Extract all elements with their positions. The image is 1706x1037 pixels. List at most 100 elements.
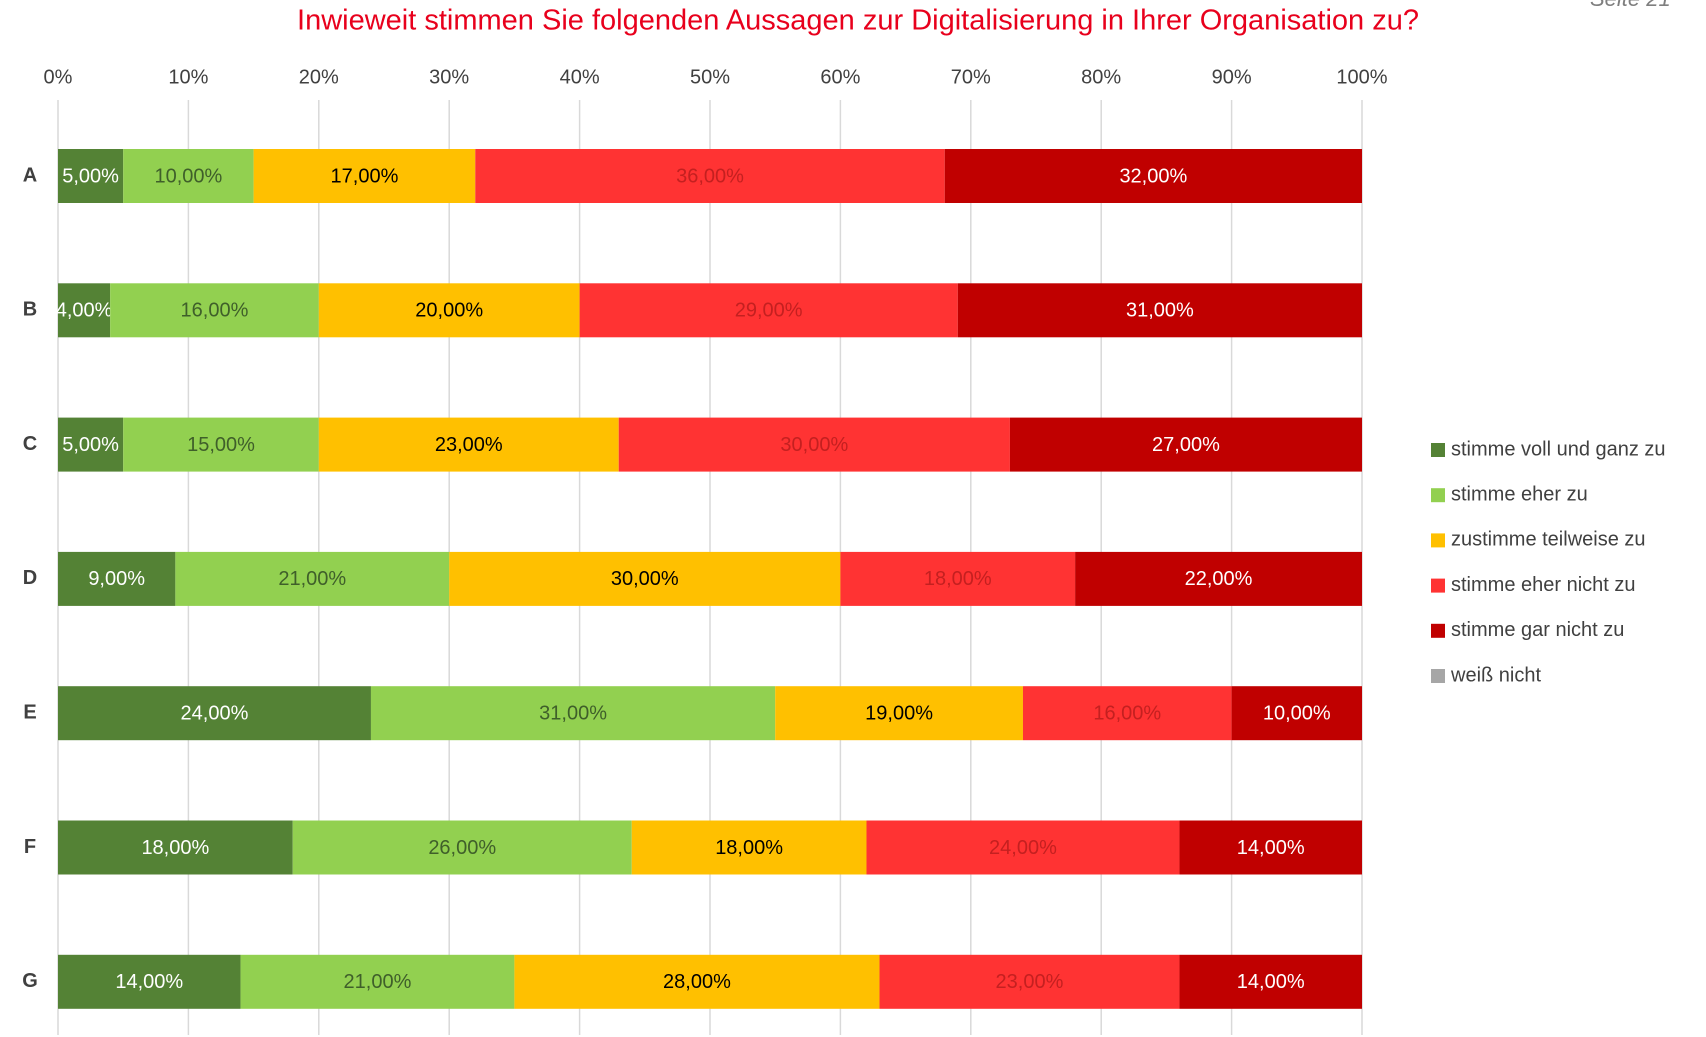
legend-swatch: [1431, 533, 1445, 548]
bar-segment: [58, 820, 293, 875]
bar-segment: [175, 551, 450, 606]
bar-segment: [879, 954, 1180, 1009]
value-label: 16,00%: [181, 300, 249, 322]
y-tick-label: D: [23, 567, 37, 589]
bar-segment: [579, 283, 958, 338]
value-label: 31,00%: [539, 702, 607, 724]
bar-segment: [957, 283, 1362, 338]
value-label: 5,00%: [62, 434, 119, 456]
legend-label: zustimme teilweise zu: [1451, 529, 1646, 551]
y-tick-label: F: [24, 836, 36, 858]
value-label: 10,00%: [154, 165, 222, 187]
bar-segment: [123, 417, 319, 472]
y-tick-label: E: [23, 701, 36, 723]
value-label: 26,00%: [428, 837, 496, 859]
bar-segment: [1179, 954, 1362, 1009]
value-label: 31,00%: [1126, 300, 1194, 322]
bar-segment: [58, 283, 111, 338]
value-label: 21,00%: [278, 568, 346, 590]
value-label: 16,00%: [1093, 702, 1161, 724]
x-tick-label: 30%: [429, 66, 469, 88]
value-label: 32,00%: [1119, 165, 1187, 187]
value-label: 29,00%: [735, 300, 803, 322]
y-tick-label: B: [23, 299, 37, 321]
bar-segment: [475, 149, 945, 203]
x-tick-label: 70%: [951, 66, 991, 88]
value-label: 30,00%: [611, 568, 679, 590]
bar-segment: [58, 954, 241, 1009]
y-tick-label: G: [22, 970, 38, 992]
value-label: 24,00%: [181, 702, 249, 724]
page-label: Seite 21: [1590, 0, 1671, 11]
value-label: 27,00%: [1152, 434, 1220, 456]
value-label: 22,00%: [1185, 568, 1253, 590]
legend-swatch: [1431, 578, 1445, 593]
x-tick-label: 50%: [690, 66, 730, 88]
bar-segment: [1009, 417, 1362, 472]
value-label: 4,00%: [56, 300, 113, 322]
bar-segment: [449, 551, 841, 606]
value-label: 15,00%: [187, 434, 255, 456]
bar-segment: [318, 283, 580, 338]
value-label: 18,00%: [715, 837, 783, 859]
x-tick-label: 60%: [820, 66, 860, 88]
bar-segment: [514, 954, 880, 1009]
bar-segment: [944, 149, 1362, 203]
chart-title: Inwieweit stimmen Sie folgenden Aussagen…: [297, 5, 1419, 37]
legend-swatch: [1431, 443, 1445, 457]
value-label: 23,00%: [996, 971, 1064, 993]
x-tick-label: 80%: [1081, 66, 1121, 88]
value-label: 18,00%: [924, 568, 992, 590]
legend-swatch: [1431, 669, 1445, 683]
x-tick-label: 100%: [1336, 66, 1387, 88]
legend-label: weiß nicht: [1450, 664, 1541, 686]
bar-segment: [292, 820, 632, 875]
y-tick-label: A: [23, 164, 37, 186]
bar-segment: [775, 686, 1023, 741]
x-tick-label: 0%: [44, 66, 73, 88]
legend-label: stimme voll und ganz zu: [1451, 438, 1666, 460]
value-label: 14,00%: [115, 971, 183, 993]
value-label: 36,00%: [676, 165, 744, 187]
value-label: 21,00%: [344, 971, 412, 993]
value-label: 24,00%: [989, 837, 1057, 859]
legend-label: stimme eher nicht zu: [1451, 574, 1636, 596]
bar-segment: [253, 149, 476, 203]
value-label: 10,00%: [1263, 702, 1331, 724]
bar-segment: [58, 417, 124, 472]
bar-segment: [370, 686, 776, 741]
bar-segment: [1179, 820, 1362, 875]
value-label: 14,00%: [1237, 971, 1305, 993]
x-tick-label: 10%: [168, 66, 208, 88]
legend-swatch: [1431, 623, 1445, 638]
bar-segment: [58, 686, 371, 741]
bar-segment: [631, 820, 867, 875]
value-label: 9,00%: [88, 568, 145, 590]
value-label: 19,00%: [865, 702, 933, 724]
value-label: 20,00%: [415, 300, 483, 322]
bar-segment: [240, 954, 515, 1009]
value-label: 28,00%: [663, 971, 731, 993]
y-tick-label: C: [23, 433, 37, 455]
bar-segment: [58, 149, 124, 203]
bar-segment: [1075, 551, 1362, 606]
bar-segment: [110, 283, 319, 338]
value-label: 23,00%: [435, 434, 503, 456]
legend-label: stimme eher zu: [1451, 483, 1588, 505]
bar-segment: [58, 551, 176, 606]
bar-segment: [123, 149, 254, 203]
legend-swatch: [1431, 488, 1445, 503]
x-tick-label: 40%: [560, 66, 600, 88]
value-label: 17,00%: [331, 165, 399, 187]
x-tick-label: 90%: [1212, 66, 1252, 88]
legend-label: stimme gar nicht zu: [1451, 619, 1624, 641]
bar-segment: [1022, 686, 1232, 741]
value-label: 30,00%: [780, 434, 848, 456]
bar-segment: [866, 820, 1180, 875]
value-label: 14,00%: [1237, 837, 1305, 859]
bar-segment: [840, 551, 1076, 606]
bar-segment: [1231, 686, 1362, 741]
bar-segment: [618, 417, 1010, 472]
value-label: 5,00%: [62, 165, 119, 187]
